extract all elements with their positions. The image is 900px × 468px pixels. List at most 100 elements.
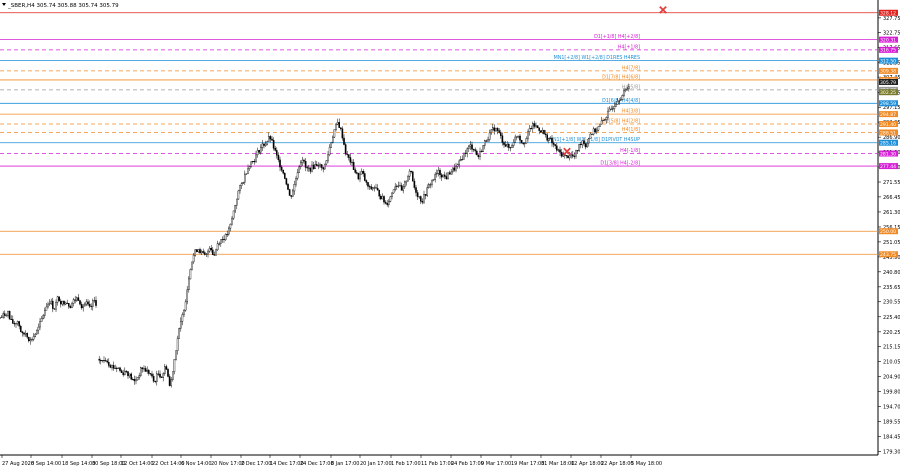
candle-body <box>464 152 467 154</box>
candle-body <box>279 159 281 168</box>
candle-body <box>612 108 614 110</box>
level-label: D1[5/8] H4[2/8] <box>602 119 640 125</box>
price-badge-text: 298.59 <box>880 101 896 107</box>
candle-body <box>163 366 166 374</box>
candle-body <box>348 154 350 158</box>
candle-body <box>295 178 297 185</box>
candle-body <box>123 370 126 376</box>
price-badge <box>879 57 898 64</box>
candle-body <box>133 379 136 382</box>
candle-body <box>548 138 550 141</box>
candle-body <box>479 151 481 158</box>
candle-body <box>397 185 400 187</box>
candle-body <box>23 332 25 335</box>
candle-body <box>623 90 625 96</box>
candle-body <box>415 187 417 193</box>
candle-body <box>560 152 563 157</box>
candle-body <box>338 122 341 128</box>
candle-body <box>20 325 22 333</box>
candle-body <box>618 100 620 102</box>
candle-body <box>173 359 176 372</box>
price-tick-label: 194.70 <box>883 404 900 410</box>
candle-body <box>16 321 19 324</box>
candle-body <box>322 167 325 170</box>
price-badge <box>879 9 898 16</box>
candle-body <box>308 167 310 169</box>
candle-body <box>114 367 116 369</box>
candle-body <box>125 370 128 372</box>
candle-body <box>620 99 622 101</box>
candle-body <box>522 142 524 145</box>
price-badge-text: 288.51 <box>880 130 896 136</box>
candle-body <box>364 173 366 181</box>
candle-body <box>95 300 97 306</box>
candle-body <box>56 296 59 303</box>
candle-body <box>195 249 198 253</box>
candle-body <box>482 145 485 152</box>
candle-body <box>44 310 46 316</box>
candle-body <box>45 306 48 311</box>
candle-body <box>346 153 349 155</box>
candle-body <box>485 140 488 142</box>
time-tick-label: 11 Feb 17:00 <box>421 461 454 467</box>
time-tick-label: 24 Feb 17:00 <box>451 461 484 467</box>
price-tick-label: 245.90 <box>883 255 900 261</box>
price-tick-label: 184.45 <box>883 434 900 440</box>
price-badge <box>879 78 898 85</box>
candle-body <box>626 88 628 90</box>
candle-body <box>162 373 165 378</box>
candle-body <box>181 314 184 322</box>
candles <box>0 83 630 388</box>
candle-body <box>213 254 216 256</box>
level-label: H4[+1/8] <box>618 44 640 50</box>
candle-body <box>466 148 469 154</box>
chart-menu-arrow-icon[interactable] <box>2 3 6 6</box>
candle-body <box>64 302 67 305</box>
candle-body <box>60 300 62 305</box>
time-tick-label: 30 Sep 18:00 <box>92 461 125 467</box>
candle-body <box>298 166 301 173</box>
candle-body <box>82 305 84 309</box>
candle-body <box>402 186 405 191</box>
candle-body <box>575 150 577 157</box>
price-badge <box>879 163 898 170</box>
candle-body <box>71 303 73 309</box>
candle-body <box>120 370 123 374</box>
candle-body <box>589 133 592 139</box>
candle-body <box>253 161 256 163</box>
time-tick-label: 27 Aug 2020 <box>2 461 34 467</box>
time-tick-label: 22 Apr 18:00 <box>601 461 634 467</box>
candle-body <box>122 372 124 376</box>
price-tick-label: 220.25 <box>883 330 900 336</box>
price-badge <box>879 228 898 235</box>
candle-body <box>487 139 489 142</box>
candle-body <box>285 178 288 185</box>
candle-body <box>152 375 155 382</box>
candle-body <box>111 365 113 368</box>
candle-body <box>351 161 353 163</box>
candle-body <box>176 338 179 351</box>
candle-body <box>572 154 574 157</box>
candle-body <box>476 150 478 156</box>
candle-body <box>109 365 112 368</box>
candle-body <box>613 106 616 109</box>
time-tick-label: 18 Sep 14:00 <box>62 461 95 467</box>
candle-body <box>453 167 456 171</box>
candle-body <box>557 149 560 151</box>
candle-body <box>527 131 529 139</box>
candle-body <box>197 249 200 253</box>
candle-body <box>495 128 497 132</box>
candle-body <box>592 128 595 135</box>
time-tick-label: 19 Mar 17:00 <box>511 461 544 467</box>
candle-body <box>413 180 416 188</box>
candle-body <box>354 169 357 173</box>
candle-body <box>136 377 139 381</box>
candle-body <box>344 144 347 155</box>
candle-body <box>227 227 230 235</box>
price-badge-text: 302.25 <box>880 90 896 96</box>
candle-body <box>271 138 273 141</box>
candle-body <box>600 120 603 125</box>
candle-body <box>559 149 561 153</box>
